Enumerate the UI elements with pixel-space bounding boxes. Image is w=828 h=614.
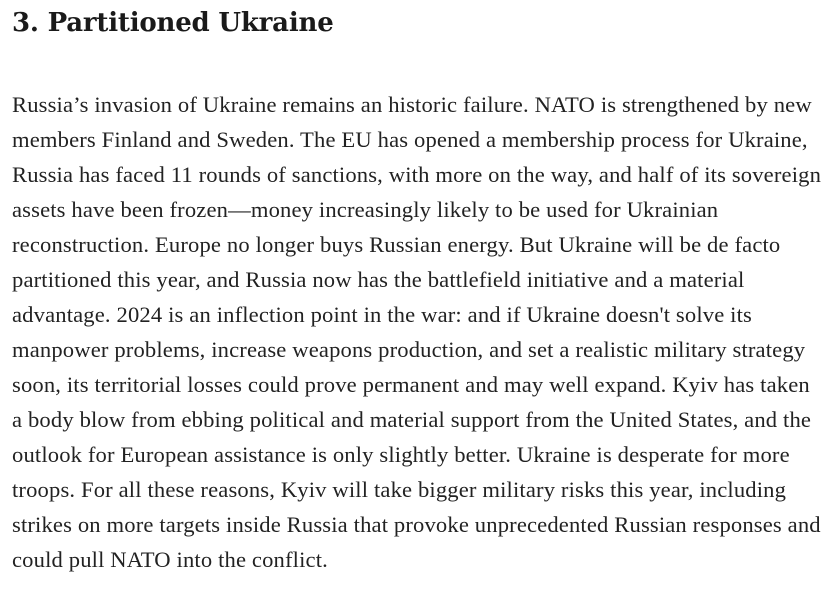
section-heading: 3. Partitioned Ukraine (12, 8, 334, 38)
article-paragraph: Russia’s invasion of Ukraine remains an … (12, 92, 822, 572)
article: 3. Partitioned Ukraine Russia’s invasion… (12, 0, 822, 577)
